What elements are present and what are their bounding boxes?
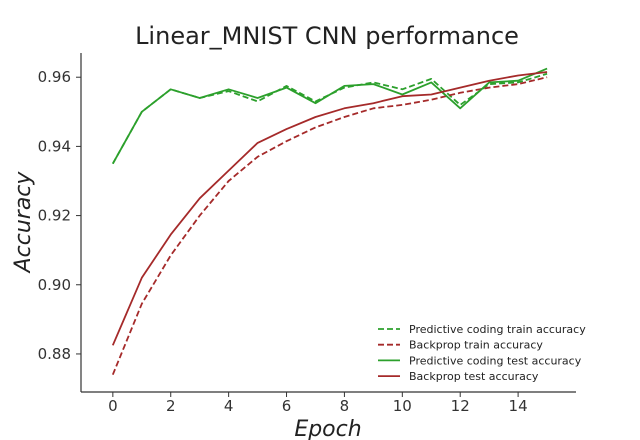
series-line-0	[112, 72, 548, 165]
x-tick-label: 4	[224, 397, 234, 415]
x-tick-label: 2	[166, 397, 176, 415]
y-tick-label: 0.94	[38, 137, 71, 155]
legend-label-3: Backprop test accuracy	[409, 370, 539, 383]
y-tick-label: 0.96	[38, 68, 71, 86]
series-lines	[111, 67, 548, 376]
series-line-3	[111, 71, 548, 346]
legend-label-1: Backprop train accuracy	[409, 339, 543, 352]
x-tick-label: 6	[282, 397, 292, 415]
x-axis-title: Epoch	[294, 417, 361, 440]
x-tick-label: 12	[451, 397, 470, 415]
chart-title: Linear_MNIST CNN performance	[135, 22, 519, 50]
legend-label-2: Predictive coding test accuracy	[409, 354, 582, 367]
series-line-1	[111, 76, 548, 376]
legend-label-0: Predictive coding train accuracy	[409, 323, 586, 336]
legend: Predictive coding train accuracy Backprop…	[378, 323, 586, 383]
series-line-2	[112, 67, 548, 165]
y-tick-label: 0.92	[38, 207, 71, 225]
x-ticks: 0 2 4 6 8 10 12 14	[108, 392, 528, 415]
x-tick-label: 10	[393, 397, 412, 415]
y-axis-title: Accuracy	[11, 171, 36, 275]
y-tick-label: 0.88	[38, 345, 71, 363]
x-tick-label: 0	[108, 397, 118, 415]
x-tick-label: 14	[509, 397, 528, 415]
x-tick-label: 8	[340, 397, 350, 415]
y-ticks: 0.88 0.90 0.92 0.94 0.96	[38, 68, 81, 363]
y-tick-label: 0.90	[38, 276, 71, 294]
